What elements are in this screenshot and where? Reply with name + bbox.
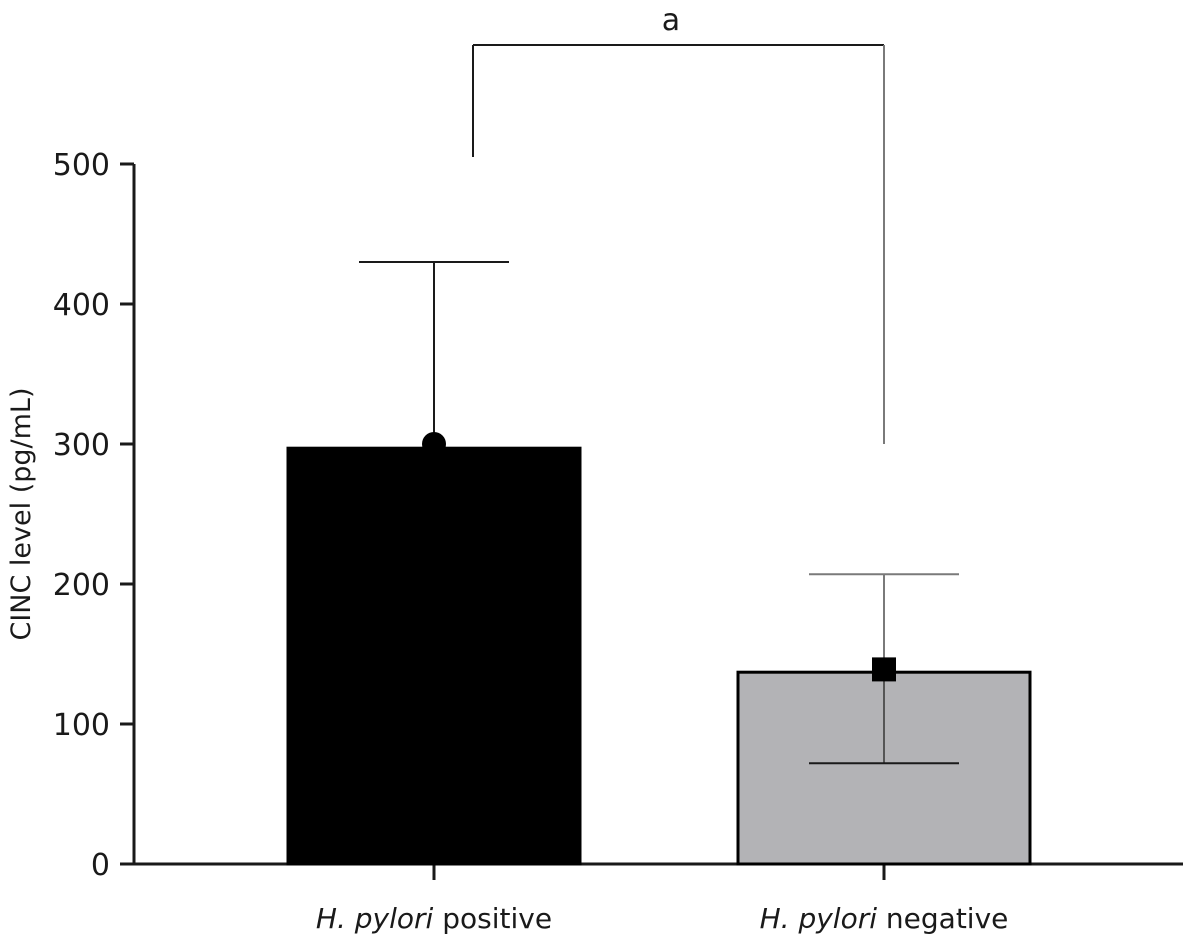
y-axis-title: CINC level (pg/mL) (6, 387, 37, 640)
significance-bracket: a (472, 3, 885, 444)
bar-positive (286, 446, 582, 866)
bars (286, 446, 1032, 866)
y-tick-label: 100 (53, 708, 110, 743)
y-tick-label: 400 (53, 288, 110, 323)
error-bars (359, 261, 959, 765)
mean-point-circle (422, 432, 446, 456)
mean-point-square (872, 657, 896, 682)
y-tick-label: 300 (53, 428, 110, 463)
x-category-label: H. pylori negative (760, 902, 1009, 935)
axes: 0 100 200 300 400 500 H. pylori positive H. pyl… (53, 148, 1183, 935)
y-tick-label: 0 (91, 848, 110, 883)
significance-label: a (662, 3, 680, 38)
mean-points (422, 432, 896, 682)
x-category-label: H. pylori positive (316, 902, 552, 935)
y-tick-label: 200 (53, 568, 110, 603)
y-tick-label: 500 (53, 148, 110, 183)
